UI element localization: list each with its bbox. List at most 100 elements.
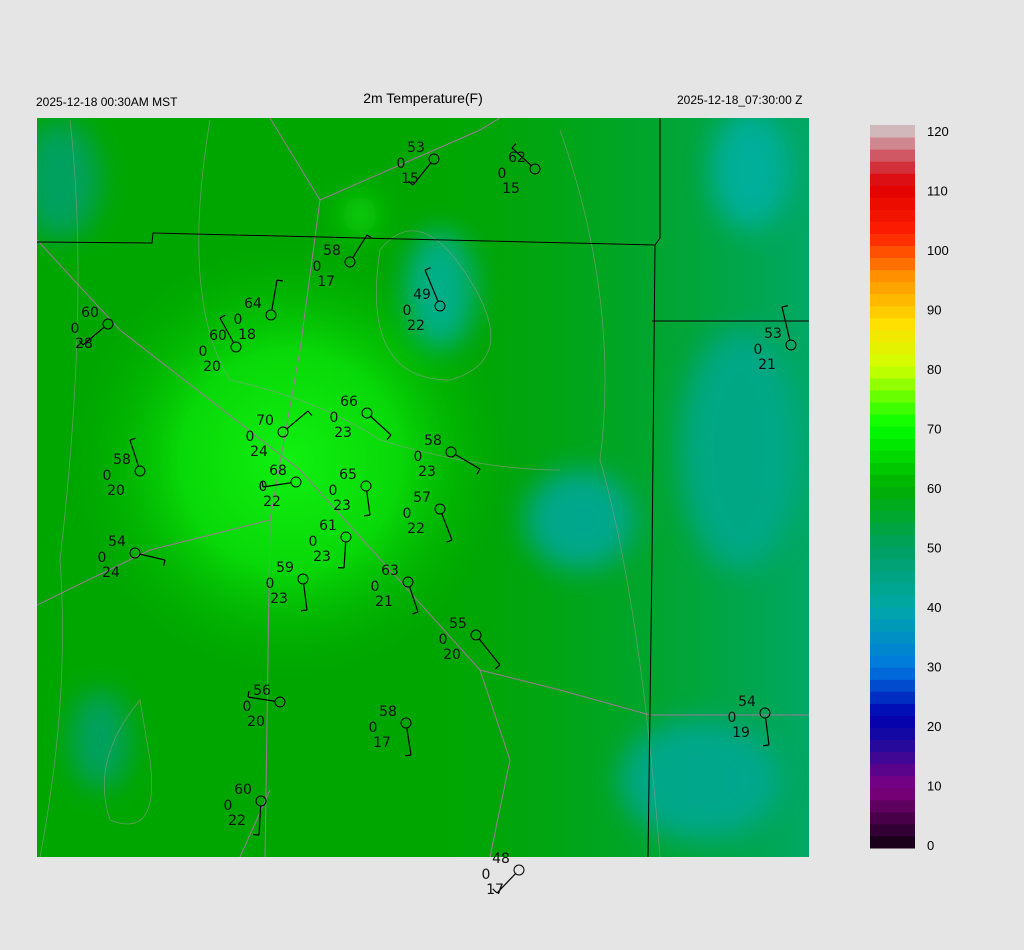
colorbar-tick-label: 10 xyxy=(927,779,941,794)
colorbar-segment xyxy=(870,161,915,174)
colorbar-tick-label: 50 xyxy=(927,541,941,556)
station-temperature: 55 xyxy=(449,616,467,632)
station-value: 0 xyxy=(403,506,412,522)
colorbar-segment xyxy=(870,643,915,656)
wind-barb-flag xyxy=(494,664,501,670)
station-circle xyxy=(360,480,372,492)
station-circle xyxy=(428,153,440,165)
station-dewpoint: 20 xyxy=(443,647,461,663)
colorbar-segment xyxy=(870,703,915,716)
colorbar-tick-label: 90 xyxy=(927,303,941,318)
station-value: 0 xyxy=(414,449,423,465)
station-temperature: 61 xyxy=(319,518,337,534)
station-circle xyxy=(134,465,146,477)
station-dewpoint: 18 xyxy=(238,327,256,343)
colorbar: 0 10 20 30 40 50 60 70 80 90 100 110 120 xyxy=(870,124,949,853)
colorbar-segment xyxy=(870,655,915,668)
colorbar-segment xyxy=(870,474,915,487)
station-dewpoint: 17 xyxy=(373,735,391,751)
colorbar-segment xyxy=(870,414,915,427)
colorbar-segment xyxy=(870,209,915,222)
station-circle xyxy=(434,300,446,312)
station-circle xyxy=(230,341,242,353)
station-dewpoint: 23 xyxy=(270,591,288,607)
station-value: 0 xyxy=(439,632,448,648)
station-value: 0 xyxy=(103,468,112,484)
colorbar-segment xyxy=(870,305,915,319)
station-dewpoint: 15 xyxy=(502,181,520,197)
station-circle xyxy=(265,309,277,321)
wind-barb xyxy=(271,279,278,311)
wind-barb-flag xyxy=(307,410,313,416)
station-temperature: 54 xyxy=(738,694,756,710)
wind-barb-flag xyxy=(476,468,481,475)
colorbar-segment xyxy=(870,522,915,536)
colorbar-segment xyxy=(870,691,915,704)
wind-barb-flag xyxy=(366,234,373,239)
station-dewpoint: 17 xyxy=(486,882,504,898)
station-dewpoint: 22 xyxy=(263,494,281,510)
wind-barb xyxy=(258,805,262,836)
station-circle xyxy=(277,426,289,438)
wind-barb-flag xyxy=(404,754,412,757)
local-time: 2025-12-18 00:30AM MST xyxy=(36,95,178,109)
wind-barb-flag xyxy=(276,279,284,282)
colorbar-segment xyxy=(870,293,915,307)
wind-barb xyxy=(511,147,532,167)
station-circle xyxy=(340,531,352,543)
station-plots: 5301562015580174902260028640186002053021… xyxy=(71,140,797,898)
station-value: 0 xyxy=(330,410,339,426)
wind-barb xyxy=(82,326,105,346)
colorbar-segment xyxy=(870,679,915,692)
colorbar-segment xyxy=(870,486,915,500)
station-temperature: 56 xyxy=(253,683,271,699)
wind-barb xyxy=(366,490,371,516)
station-value: 0 xyxy=(403,303,412,319)
station-temperature: 58 xyxy=(113,452,131,468)
colorbar-tick-label: 30 xyxy=(927,660,941,675)
station-dewpoint: 22 xyxy=(407,521,425,537)
wind-barb-flag xyxy=(78,340,84,346)
wind-barb xyxy=(409,586,419,613)
wind-barb-flag xyxy=(781,305,788,308)
station-temperature: 60 xyxy=(209,328,227,344)
valid-time: 2025-12-18_07:30:00 Z xyxy=(677,93,803,107)
colorbar-segment xyxy=(870,715,915,728)
station-temperature: 57 xyxy=(413,490,431,506)
station-dewpoint: 15 xyxy=(401,171,419,187)
wind-barb xyxy=(478,638,501,666)
station-circle xyxy=(344,256,356,268)
colorbar-segment xyxy=(870,450,915,463)
elevation-contours xyxy=(39,119,661,857)
station-temperature: 68 xyxy=(269,463,287,479)
colorbar-segment xyxy=(870,221,915,234)
colorbar-segment xyxy=(870,582,915,596)
station-temperature: 60 xyxy=(234,782,252,798)
colorbar-segment xyxy=(870,257,915,271)
wind-barb xyxy=(219,317,235,343)
colorbar-segment xyxy=(870,438,915,451)
colorbar-segment xyxy=(870,607,915,620)
station-dewpoint: 23 xyxy=(333,498,351,514)
station-dewpoint: 21 xyxy=(375,594,393,610)
wind-barb xyxy=(370,415,392,436)
station-circle xyxy=(434,503,446,515)
temperature-field xyxy=(37,118,809,857)
colorbar-segment xyxy=(870,137,915,150)
wind-barb-flag xyxy=(412,611,419,615)
colorbar-segment xyxy=(870,281,915,295)
colorbar-segment xyxy=(870,799,915,813)
wind-barb-flag xyxy=(363,514,371,517)
station-dewpoint: 23 xyxy=(418,464,436,480)
wind-barb xyxy=(352,234,368,259)
